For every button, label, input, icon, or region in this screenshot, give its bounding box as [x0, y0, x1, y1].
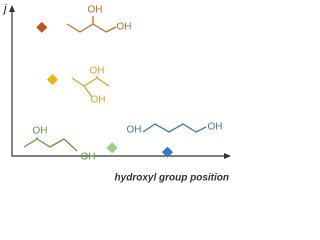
- bond: [142, 123, 207, 133]
- atom-label: OH: [117, 22, 132, 33]
- point: [161, 146, 173, 158]
- point: [36, 21, 48, 33]
- molecule: OH OH: [71, 66, 110, 106]
- atom-label: OH: [91, 95, 106, 106]
- molecule: OH OH: [23, 126, 96, 163]
- axes: [11, 10, 226, 157]
- molecule: OH OH: [127, 122, 223, 136]
- x-axis-label: hydroxyl group position: [115, 173, 229, 184]
- bond: [23, 137, 78, 152]
- atom-label: OH: [90, 66, 105, 77]
- atom-label: OH: [81, 152, 96, 163]
- chart: j hydroxyl group position OH OH OH OH OH…: [2, 3, 231, 184]
- atom-label: OH: [33, 126, 48, 137]
- bond: [71, 76, 110, 98]
- bond: [66, 16, 117, 33]
- point: [46, 74, 58, 86]
- atom-label: OH: [208, 122, 223, 133]
- molecule: OH OH: [66, 5, 132, 33]
- atom-label: OH: [88, 5, 103, 16]
- point: [106, 142, 118, 154]
- y-axis-label: j: [2, 3, 7, 15]
- atom-label: OH: [127, 125, 142, 136]
